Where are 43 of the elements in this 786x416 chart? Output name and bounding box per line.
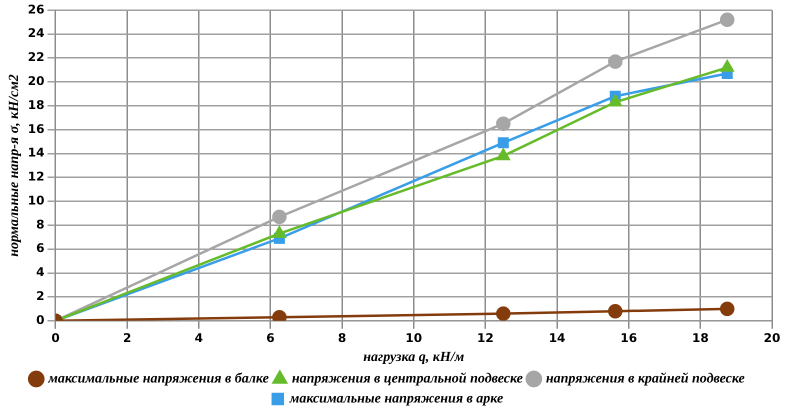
x-tick-label: 8	[338, 331, 346, 346]
point	[272, 226, 286, 238]
point	[720, 12, 734, 28]
x-tick-label: 12	[477, 331, 494, 346]
legend-label: максимальные напряжения в арке	[288, 392, 504, 407]
x-tick-label: 10	[405, 331, 422, 346]
y-tick-label: 22	[28, 50, 44, 64]
point	[720, 60, 734, 72]
y-axis-title: нормальные напр-я σ, кН/см2	[7, 74, 22, 257]
y-tick-label: 0	[36, 312, 44, 327]
point	[608, 304, 623, 318]
x-tick-label: 16	[620, 331, 638, 346]
y-tick-label: 8	[36, 217, 44, 232]
legend-label: максимальные напряжения в балке	[47, 372, 269, 387]
y-tick-label: 20	[28, 74, 44, 88]
legend-label: напряжения в крайней подвеске	[546, 372, 745, 387]
x-axis-title: нагрузка q, кН/м	[363, 350, 465, 366]
y-tick-label: 10	[28, 193, 44, 208]
point	[608, 94, 622, 106]
y-tick-label: 4	[36, 265, 44, 280]
x-tick-label: 2	[122, 331, 132, 346]
x-tick-label: 18	[692, 331, 709, 346]
x-tick-label: 0	[51, 331, 60, 346]
y-tick-label: 26	[28, 2, 44, 16]
y-tick-label: 2	[36, 289, 44, 304]
legend-label: напряжения в центральной подвеске	[292, 372, 523, 387]
y-tick-label: 16	[28, 122, 44, 136]
y-tick-label: 12	[28, 170, 44, 184]
point	[496, 306, 511, 321]
point	[498, 137, 509, 148]
point	[496, 148, 510, 160]
point	[608, 54, 623, 69]
x-tick-label: 20	[764, 331, 780, 346]
point	[496, 116, 511, 131]
x-tick-label: 14	[548, 331, 566, 346]
y-tick-label: 14	[28, 146, 44, 160]
x-tick-label: 4	[194, 331, 203, 346]
x-tick-label: 6	[266, 331, 275, 346]
y-tick-label: 18	[28, 98, 44, 112]
point	[720, 302, 734, 316]
y-tick-label: 6	[36, 241, 44, 256]
point	[272, 210, 287, 224]
y-tick-label: 24	[28, 26, 44, 40]
